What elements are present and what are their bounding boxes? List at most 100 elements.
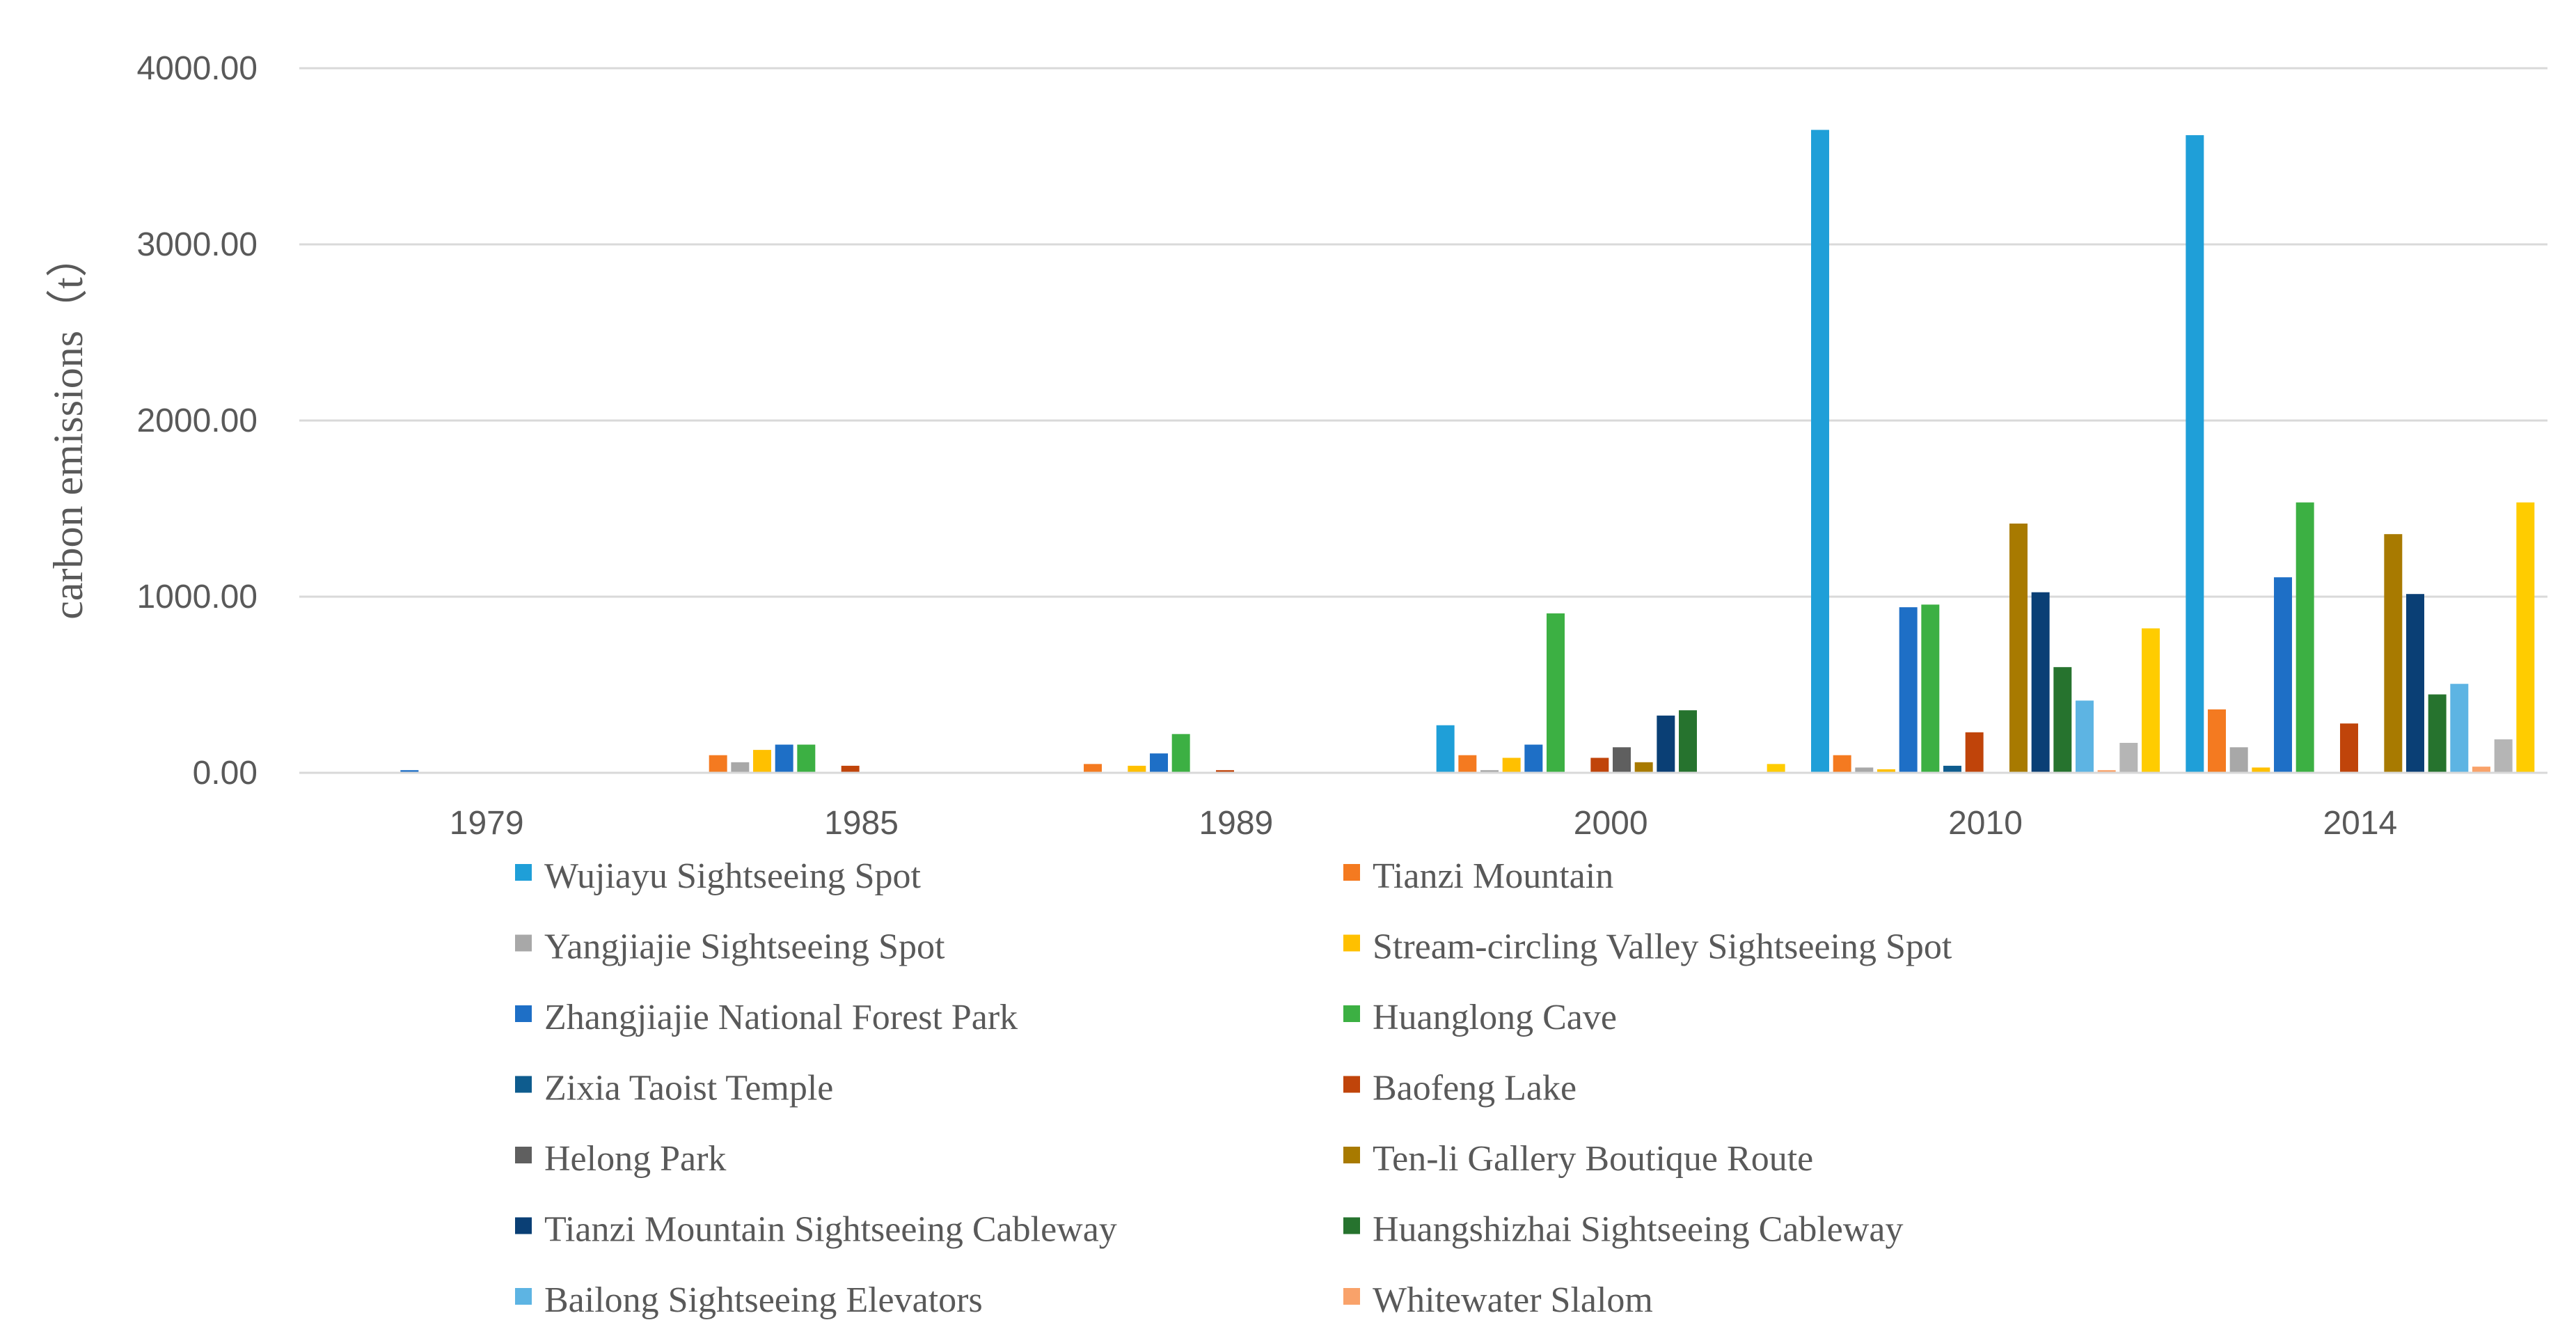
bar	[731, 762, 750, 773]
legend-item: Huanglong Cave	[1343, 998, 1617, 1037]
legend-swatch	[1343, 1288, 1360, 1305]
x-tick-label: 1989	[1199, 805, 1273, 842]
legend-item: Tianzi Mountain Sightseeing Cableway	[515, 1209, 1117, 1249]
bar	[2274, 577, 2292, 773]
legend-swatch	[515, 1147, 532, 1163]
x-tick-label: 1985	[824, 805, 899, 842]
legend-label: Bailong Sightseeing Elevators	[544, 1280, 983, 1320]
legend-swatch	[1343, 1217, 1360, 1234]
legend-swatch	[1343, 1005, 1360, 1022]
legend-label: Helong Park	[544, 1139, 726, 1179]
legend-label: Baofeng Lake	[1373, 1068, 1577, 1108]
bar	[1458, 755, 1477, 773]
bar	[400, 770, 419, 773]
bar	[1613, 747, 1631, 773]
bar	[797, 744, 816, 773]
bar	[1855, 767, 1874, 773]
legend-label: Ten-li Gallery Boutique Route	[1373, 1139, 1813, 1179]
x-tick-label: 2010	[1948, 805, 2023, 842]
legend-item: Whitewater Slalom	[1343, 1280, 1653, 1320]
legend-label: Stream-circling Valley Sightseeing Spot	[1373, 927, 1952, 966]
bar	[1811, 129, 1829, 774]
bar	[1480, 770, 1499, 773]
bar	[1943, 765, 1961, 773]
bar	[2252, 767, 2270, 773]
bar	[1899, 607, 1918, 773]
bar	[2384, 534, 2403, 773]
bar	[1767, 764, 1785, 773]
bar	[1679, 710, 1697, 773]
y-tick-labels: 0.00 1000.00 2000.00 3000.00 4000.00	[136, 50, 258, 792]
bar	[1216, 770, 1234, 773]
bar	[2296, 502, 2314, 773]
bar	[2340, 723, 2358, 773]
bar	[1150, 753, 1168, 773]
bar	[1877, 769, 1895, 773]
legend-label: Tianzi Mountain Sightseeing Cableway	[544, 1209, 1117, 1249]
legend-item: Yangjiajie Sightseeing Spot	[515, 927, 945, 966]
y-tick-label: 1000.00	[136, 579, 258, 615]
legend-swatch	[515, 1288, 532, 1305]
bar	[775, 744, 793, 773]
legend-item: Huangshizhai Sightseeing Cableway	[1343, 1209, 1904, 1249]
legend-label: Tianzi Mountain	[1373, 856, 1613, 896]
legend-label: Zhangjiajie National Forest Park	[544, 998, 1018, 1037]
bar	[2472, 767, 2490, 773]
bar	[1965, 732, 1984, 773]
bar	[2406, 594, 2424, 773]
y-axis-title: carbon emissions（t）	[45, 235, 91, 620]
legend-swatch	[1343, 864, 1360, 881]
legend-label: Yangjiajie Sightseeing Spot	[544, 927, 945, 966]
bar	[1590, 757, 1609, 773]
bar	[709, 755, 727, 773]
legend-item: Helong Park	[515, 1139, 726, 1179]
legend-label: Zixia Taoist Temple	[544, 1068, 833, 1108]
legend-swatch	[515, 864, 532, 881]
bar	[1634, 762, 1653, 773]
bar	[1657, 715, 1675, 773]
legend-swatch	[515, 1076, 532, 1093]
x-tick-label: 1979	[450, 805, 524, 842]
bars	[400, 129, 2535, 774]
legend: Wujiayu Sightseeing Spot Tianzi Mountain Y…	[515, 856, 1952, 1320]
legend-label: Whitewater Slalom	[1373, 1280, 1653, 1320]
legend-item: Zhangjiajie National Forest Park	[515, 998, 1018, 1037]
bar	[1921, 604, 1940, 773]
legend-item: Bailong Sightseeing Elevators	[515, 1280, 983, 1320]
legend-label: Huangshizhai Sightseeing Cableway	[1373, 1209, 1904, 1249]
x-tick-label: 2000	[1574, 805, 1648, 842]
bar	[2142, 628, 2160, 773]
y-tick-label: 0.00	[193, 755, 258, 792]
bar	[2186, 135, 2204, 773]
bar	[2208, 709, 2226, 773]
legend-item: Baofeng Lake	[1343, 1068, 1577, 1108]
legend-item: Wujiayu Sightseeing Spot	[515, 856, 922, 896]
legend-item: Stream-circling Valley Sightseeing Spot	[1343, 927, 1952, 966]
bar	[2229, 747, 2248, 773]
bar	[1833, 755, 1851, 773]
y-tick-label: 2000.00	[136, 402, 258, 439]
bar	[1128, 765, 1146, 773]
bar	[1171, 734, 1190, 773]
legend-item: Ten-li Gallery Boutique Route	[1343, 1139, 1813, 1179]
gridlines	[299, 67, 2547, 598]
bar	[2076, 700, 2094, 773]
legend-swatch	[515, 1217, 532, 1234]
legend-label: Huanglong Cave	[1373, 998, 1617, 1037]
legend-swatch	[515, 934, 532, 952]
bar	[1502, 757, 1521, 773]
bar	[2494, 739, 2513, 773]
bar	[1524, 744, 1543, 773]
legend-swatch	[1343, 934, 1360, 952]
x-tick-labels: 1979 1985 1989 2000 2010 2014	[450, 805, 2397, 842]
bar	[1436, 725, 1455, 773]
bar	[2119, 742, 2138, 773]
x-tick-label: 2014	[2323, 805, 2397, 842]
legend-item: Tianzi Mountain	[1343, 856, 1613, 896]
legend-label: Wujiayu Sightseeing Spot	[544, 856, 922, 896]
legend-swatch	[1343, 1076, 1360, 1093]
bar	[2450, 684, 2469, 773]
legend-swatch	[1343, 1147, 1360, 1163]
legend-swatch	[515, 1005, 532, 1022]
